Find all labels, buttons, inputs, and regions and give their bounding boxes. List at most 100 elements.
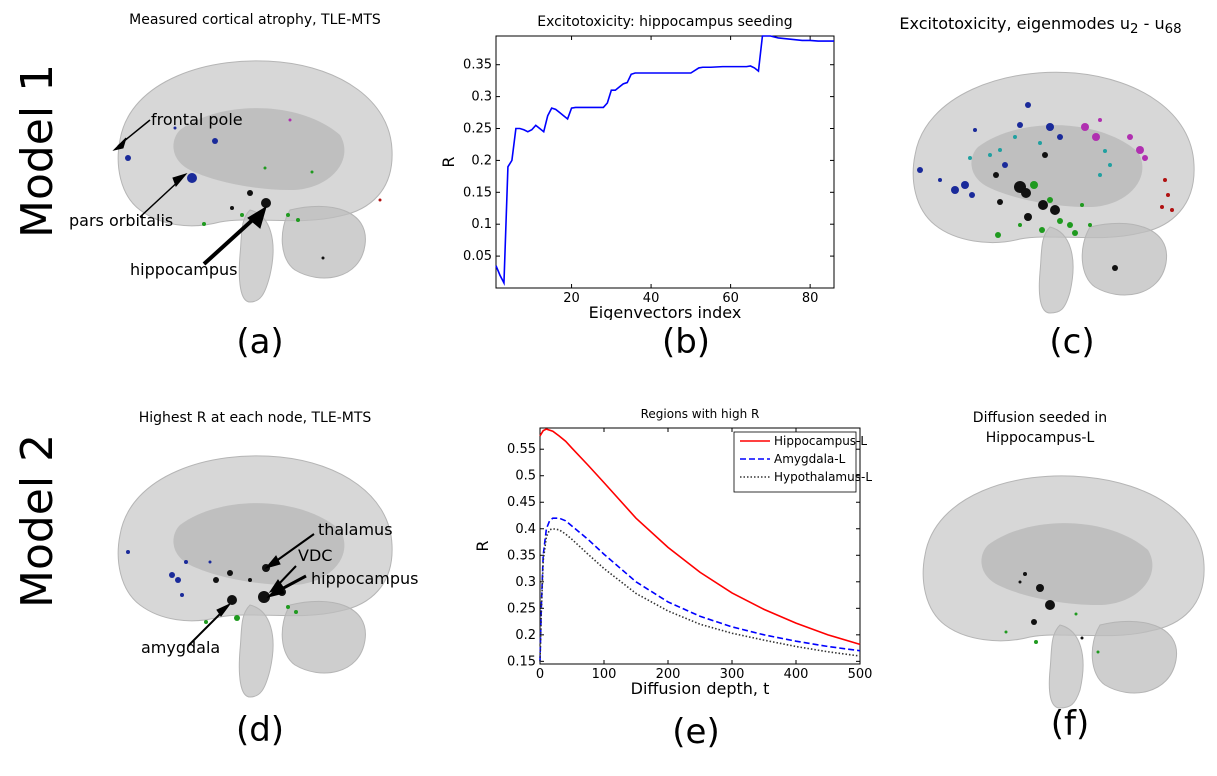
node bbox=[1030, 181, 1038, 189]
node bbox=[258, 591, 270, 603]
panel-c-title: Excitotoxicity, eigenmodes u2 - u68 bbox=[868, 14, 1213, 37]
node bbox=[1046, 123, 1054, 131]
brain-cerebellum bbox=[281, 205, 366, 279]
node bbox=[1038, 200, 1048, 210]
node bbox=[126, 550, 130, 554]
panel-c-sub1: 2 bbox=[1130, 22, 1139, 38]
node bbox=[961, 181, 969, 189]
panel-d-title: Highest R at each node, TLE-MTS bbox=[138, 410, 372, 426]
node bbox=[1045, 600, 1055, 610]
brain-stem bbox=[1048, 624, 1084, 709]
y-tick-label: 0.2 bbox=[515, 628, 536, 643]
arrow-head bbox=[172, 173, 188, 187]
node bbox=[917, 167, 923, 173]
brain-stem bbox=[1038, 226, 1074, 314]
series-line-hypothalamus-l bbox=[539, 527, 861, 662]
series-line-amygdala-l bbox=[539, 517, 861, 662]
node bbox=[1136, 146, 1144, 154]
node bbox=[248, 578, 252, 582]
x-tick-label: 500 bbox=[848, 667, 873, 682]
node bbox=[1038, 141, 1042, 145]
panel-f-title-2: Hippocampus-L bbox=[985, 430, 1095, 446]
node bbox=[175, 577, 181, 583]
y-axis-label: R bbox=[440, 156, 458, 167]
node bbox=[1036, 584, 1044, 592]
node bbox=[208, 560, 212, 564]
node bbox=[1072, 230, 1078, 236]
node bbox=[1160, 205, 1164, 209]
arrow-head bbox=[266, 583, 285, 598]
node bbox=[294, 610, 298, 614]
chart-regions-high-r: Regions with high R 0 100 200 300 400 500 0.15 0… bbox=[473, 407, 873, 698]
y-tick-label: 0.4 bbox=[515, 522, 536, 537]
node bbox=[227, 570, 233, 576]
node bbox=[263, 166, 267, 170]
node bbox=[288, 118, 292, 122]
brain-inner bbox=[173, 503, 345, 585]
node bbox=[230, 206, 234, 210]
node bbox=[261, 198, 271, 208]
series-line-hippocampus-l bbox=[539, 428, 861, 646]
panel-c-label: (c) bbox=[1049, 322, 1095, 362]
chart-title: Excitotoxicity: hippocampus seeding bbox=[537, 14, 792, 30]
node bbox=[1021, 188, 1031, 198]
node bbox=[1098, 118, 1102, 122]
node bbox=[1018, 223, 1022, 227]
panel-d-brain bbox=[117, 455, 393, 698]
y-tick-label: 0.45 bbox=[507, 495, 536, 510]
node bbox=[286, 213, 290, 217]
node bbox=[1047, 197, 1053, 203]
node bbox=[1088, 223, 1092, 227]
x-tick-label: 300 bbox=[720, 667, 745, 682]
arrow-thalamus bbox=[271, 533, 315, 565]
node bbox=[247, 190, 253, 196]
annotation-frontal-pole: frontal pole bbox=[151, 110, 243, 129]
node bbox=[234, 615, 240, 621]
node bbox=[1067, 222, 1073, 228]
node bbox=[1042, 152, 1048, 158]
node bbox=[1023, 572, 1027, 576]
legend-label: Amygdala-L bbox=[774, 452, 846, 466]
annotation-pars-orbitalis: pars orbitalis bbox=[69, 211, 174, 230]
node bbox=[1096, 650, 1100, 654]
node bbox=[1017, 122, 1023, 128]
node bbox=[213, 577, 219, 583]
legend-label: Hippocampus-L bbox=[774, 434, 867, 448]
node bbox=[169, 572, 175, 578]
panel-c-title-mid: - u bbox=[1138, 14, 1165, 33]
panel-a-label: (a) bbox=[236, 322, 284, 362]
node bbox=[1013, 135, 1017, 139]
y-tick-label: 0.15 bbox=[507, 654, 536, 669]
brain-cerebellum bbox=[281, 600, 366, 674]
node bbox=[310, 170, 314, 174]
node bbox=[1031, 619, 1037, 625]
node bbox=[969, 192, 975, 198]
y-tick-label: 0.3 bbox=[515, 575, 536, 590]
y-tick-label: 0.55 bbox=[507, 442, 536, 457]
panel-b-label: (b) bbox=[661, 322, 711, 362]
node bbox=[938, 178, 942, 182]
panel-d-label: (d) bbox=[235, 710, 285, 750]
panel-c-sub2: 68 bbox=[1164, 22, 1182, 38]
y-tick-label: 0.25 bbox=[507, 601, 536, 616]
node bbox=[296, 218, 300, 222]
panel-a-title: Measured cortical atrophy, TLE-MTS bbox=[129, 12, 381, 28]
brain-inner bbox=[173, 108, 345, 190]
node bbox=[1081, 123, 1089, 131]
panel-e-label: (e) bbox=[672, 712, 720, 752]
node bbox=[202, 222, 206, 226]
legend-box bbox=[733, 431, 857, 493]
node bbox=[1080, 636, 1084, 640]
node bbox=[212, 138, 218, 144]
brain-cerebellum bbox=[1091, 620, 1177, 694]
node bbox=[378, 198, 382, 202]
node bbox=[1103, 149, 1107, 153]
x-tick-label: 40 bbox=[643, 291, 660, 306]
panel-c-title-text: Excitotoxicity, eigenmodes u bbox=[899, 14, 1131, 33]
node bbox=[1092, 133, 1100, 141]
node bbox=[1002, 162, 1008, 168]
node bbox=[998, 148, 1002, 152]
annotation-thalamus: thalamus bbox=[318, 520, 393, 539]
node bbox=[1034, 640, 1038, 644]
node bbox=[1112, 265, 1118, 271]
